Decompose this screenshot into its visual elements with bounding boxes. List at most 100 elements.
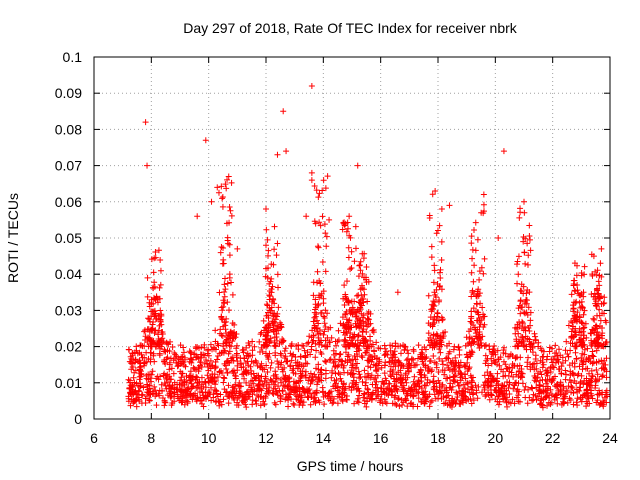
data-point (139, 391, 146, 398)
data-point (589, 271, 596, 278)
data-point (573, 355, 580, 362)
data-point (397, 375, 404, 382)
data-point (272, 352, 279, 359)
data-point (566, 362, 573, 369)
data-point (531, 373, 538, 380)
data-point (402, 343, 409, 350)
data-point (324, 173, 331, 180)
data-point (156, 392, 163, 399)
data-point (591, 329, 598, 336)
data-point (517, 205, 524, 212)
data-point (373, 367, 380, 374)
data-point (273, 252, 280, 259)
data-point (308, 169, 315, 176)
data-point (335, 337, 342, 344)
data-point (550, 364, 557, 371)
data-point (245, 362, 252, 369)
data-point (216, 289, 223, 296)
data-point (398, 350, 404, 357)
data-point (358, 292, 365, 299)
data-point (243, 404, 250, 411)
data-point (362, 349, 369, 356)
data-point (467, 318, 474, 325)
data-point (202, 379, 209, 386)
data-point (253, 388, 260, 395)
data-point (171, 379, 178, 386)
data-point (579, 350, 586, 357)
data-point (205, 367, 212, 374)
data-point (506, 379, 513, 386)
data-point (152, 296, 159, 303)
data-point (543, 356, 550, 363)
y-tick-label: 0.1 (63, 49, 83, 65)
data-point (578, 290, 585, 297)
data-point (239, 347, 246, 354)
data-point (161, 370, 168, 377)
data-point (285, 382, 292, 389)
data-point (547, 365, 554, 372)
data-point (469, 338, 476, 345)
data-point (163, 356, 170, 363)
data-point (594, 285, 601, 292)
data-point (432, 293, 439, 300)
data-point (353, 313, 360, 320)
data-point (583, 398, 590, 405)
data-point (570, 302, 577, 309)
data-point (227, 207, 234, 214)
data-point (528, 384, 535, 391)
data-point (181, 376, 188, 383)
data-point (299, 372, 306, 379)
data-point (343, 328, 350, 335)
data-point (546, 344, 553, 351)
data-point (448, 360, 455, 367)
data-point (257, 331, 264, 338)
data-point (450, 377, 457, 384)
data-point (258, 344, 265, 351)
data-point (266, 280, 273, 287)
data-point (515, 253, 522, 260)
data-point (316, 399, 323, 406)
data-point (488, 350, 495, 357)
data-point (166, 366, 173, 373)
data-point (127, 353, 134, 360)
data-point (256, 338, 263, 345)
data-point (364, 343, 371, 350)
data-point (351, 400, 358, 407)
data-point (360, 326, 367, 333)
data-point (404, 374, 411, 381)
data-point (579, 343, 586, 350)
data-point (488, 360, 495, 367)
data-point (539, 402, 546, 409)
data-point (130, 400, 137, 407)
data-point (163, 374, 170, 381)
data-point (226, 252, 233, 259)
data-point (529, 349, 536, 356)
data-point (378, 385, 385, 392)
data-point (448, 387, 455, 394)
data-point (432, 395, 439, 402)
data-point (554, 400, 561, 407)
data-point (201, 344, 208, 351)
data-point (472, 326, 479, 333)
data-point (158, 381, 165, 388)
data-point (368, 354, 375, 361)
data-point (435, 377, 442, 384)
data-point (580, 381, 587, 388)
data-point (155, 247, 162, 254)
data-point (445, 392, 452, 399)
data-point (524, 359, 531, 366)
data-point (364, 310, 371, 317)
data-point (343, 228, 350, 235)
data-point (455, 382, 462, 389)
data-point (526, 336, 533, 343)
data-point (223, 336, 230, 343)
data-point (244, 358, 251, 365)
data-point (233, 350, 240, 357)
data-point (229, 320, 236, 327)
data-point (275, 284, 282, 291)
data-point (337, 350, 344, 357)
data-point (345, 254, 352, 261)
y-tick-label: 0.06 (55, 194, 82, 210)
data-point (551, 353, 558, 360)
data-point (427, 357, 434, 364)
